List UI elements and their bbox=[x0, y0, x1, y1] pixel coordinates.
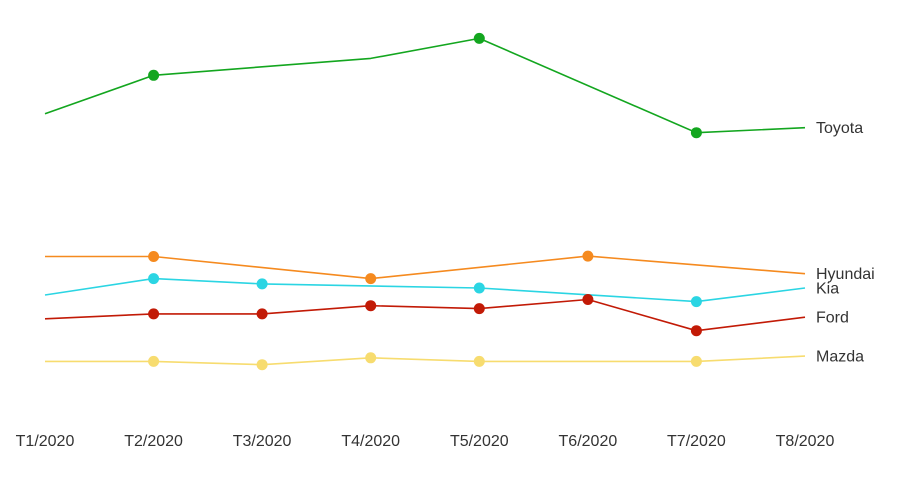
data-point-mazda-t2-2020 bbox=[148, 355, 160, 367]
data-point-toyota-t2-2020 bbox=[148, 69, 160, 81]
x-axis-ticks: T1/2020 T2/2020 T3/2020 T4/2020 T5/2020 T6/20… bbox=[16, 433, 835, 450]
series-label-kia: Kia bbox=[816, 281, 839, 298]
series-label-toyota: Toyota bbox=[816, 120, 863, 137]
data-point-kia-t2-2020 bbox=[148, 273, 160, 285]
series-hyundai bbox=[45, 250, 806, 285]
x-tick-label: T2/2020 bbox=[124, 433, 183, 450]
data-point-toyota-t5-2020 bbox=[473, 32, 485, 44]
data-point-kia-t7-2020 bbox=[690, 296, 702, 308]
data-point-toyota-t7-2020 bbox=[690, 127, 702, 139]
data-point-mazda-t5-2020 bbox=[473, 355, 485, 367]
data-point-hyundai-t4-2020 bbox=[365, 273, 377, 285]
series-line-kia bbox=[44, 277, 806, 303]
series-line-toyota bbox=[44, 37, 806, 134]
data-point-ford-t6-2020 bbox=[582, 294, 594, 305]
series-toyota bbox=[44, 32, 806, 139]
series-label-ford: Ford bbox=[816, 310, 849, 327]
data-point-mazda-t4-2020 bbox=[365, 352, 377, 364]
data-point-kia-t3-2020 bbox=[256, 278, 268, 290]
data-point-hyundai-t6-2020 bbox=[582, 250, 594, 262]
x-tick-label: T8/2020 bbox=[776, 433, 835, 450]
series-line-hyundai bbox=[45, 255, 806, 280]
x-tick-label: T7/2020 bbox=[667, 433, 726, 450]
series-label-mazda: Mazda bbox=[816, 349, 864, 366]
x-tick-label: T5/2020 bbox=[450, 433, 509, 450]
data-point-kia-t5-2020 bbox=[473, 282, 485, 294]
data-point-ford-t5-2020 bbox=[473, 303, 485, 315]
x-tick-label: T1/2020 bbox=[16, 433, 75, 450]
series-kia bbox=[44, 273, 806, 308]
series-layer bbox=[44, 32, 806, 371]
data-point-mazda-t7-2020 bbox=[690, 355, 702, 367]
series-mazda bbox=[45, 352, 806, 371]
data-point-hyundai-t2-2020 bbox=[148, 251, 160, 262]
series-line-ford bbox=[44, 298, 806, 332]
x-tick-label: T6/2020 bbox=[559, 433, 618, 450]
series-ford bbox=[44, 294, 806, 337]
x-tick-label: T3/2020 bbox=[233, 433, 292, 450]
data-point-ford-t2-2020 bbox=[148, 308, 160, 320]
series-label-hyundai: Hyundai bbox=[816, 266, 875, 283]
data-point-ford-t7-2020 bbox=[690, 325, 702, 337]
data-point-ford-t4-2020 bbox=[365, 300, 377, 312]
data-point-ford-t3-2020 bbox=[256, 308, 268, 320]
data-point-mazda-t3-2020 bbox=[256, 359, 268, 371]
x-tick-label: T4/2020 bbox=[341, 433, 400, 450]
